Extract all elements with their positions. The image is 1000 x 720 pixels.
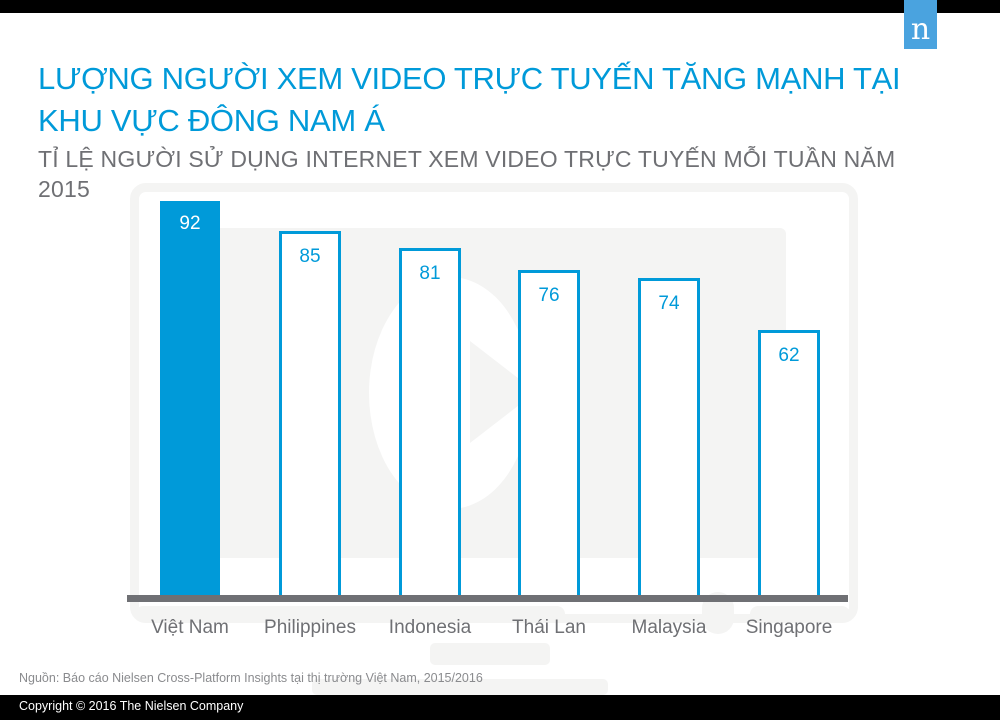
monitor-stand-decoration	[750, 606, 850, 622]
monitor-stand-decoration	[135, 606, 565, 622]
bar-value-label: 92	[179, 213, 201, 234]
source-note: Nguồn: Báo cáo Nielsen Cross-Platform In…	[19, 671, 483, 685]
bar-philippines: 85	[279, 231, 341, 596]
bar-thai-lan: 76	[518, 270, 580, 596]
monitor-base-decoration	[430, 643, 550, 665]
nielsen-logo-icon: n	[904, 0, 937, 49]
category-label: Indonesia	[388, 617, 472, 638]
page-title: LƯỢNG NGƯỜI XEM VIDEO TRỰC TUYẾN TĂNG MẠ…	[38, 61, 901, 138]
top-bar	[0, 0, 1000, 13]
category-label: Singapore	[745, 617, 833, 638]
category-label: Philippines	[264, 617, 356, 638]
bar-value-label: 74	[658, 293, 680, 314]
monitor-base-decoration	[312, 679, 608, 695]
category-label: Malaysia	[631, 617, 707, 638]
x-axis-line	[127, 595, 848, 602]
category-label: Việt Nam	[151, 617, 229, 638]
category-label: Thái Lan	[512, 617, 586, 638]
bar-singapore: 62	[758, 330, 820, 596]
copyright-text: Copyright © 2016 The Nielsen Company	[19, 699, 244, 713]
bar-value-label: 76	[538, 285, 560, 306]
bar-value-label: 81	[419, 263, 441, 284]
bar-viet-nam: 92	[160, 201, 220, 596]
chart-subtitle: TỈ LỆ NGƯỜI SỬ DỤNG INTERNET XEM VIDEO T…	[38, 146, 896, 202]
bar-indonesia: 81	[399, 248, 461, 596]
bar-value-label: 85	[299, 246, 321, 267]
footer-bar: Copyright © 2016 The Nielsen Company	[0, 695, 1000, 720]
bar-malaysia: 74	[638, 278, 700, 596]
bar-value-label: 62	[778, 345, 800, 366]
